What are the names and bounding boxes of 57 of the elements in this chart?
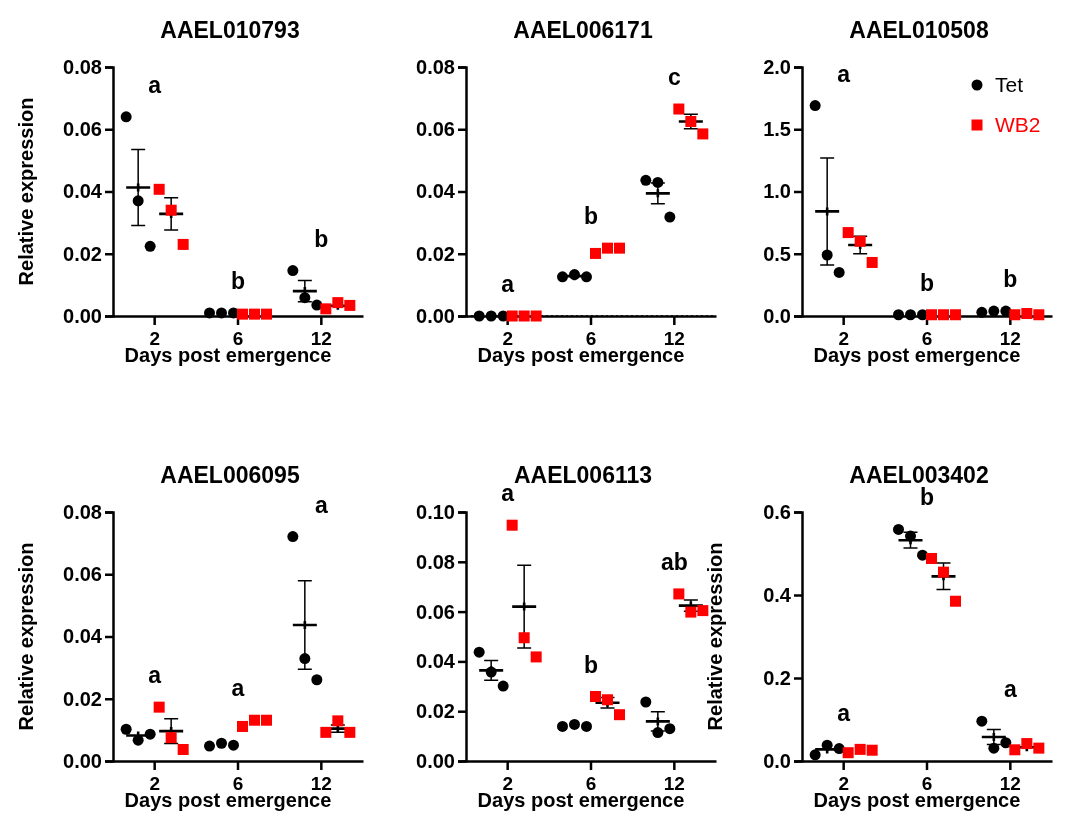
y-tick-label: 0.2 [763,666,791,689]
annotation: ab [660,548,688,575]
annotation: b [919,269,935,296]
y-tick-label: 2.0 [763,55,791,78]
annotation: b [583,651,599,678]
annotation: a [314,491,328,518]
y-tick-label: 0.02 [63,242,102,265]
legend-label: WB2 [995,113,1041,136]
y-tick-label: 0.08 [63,500,102,523]
y-axis-title: Relative expression [15,97,37,286]
annotation: b [1003,266,1018,293]
annotation: c [667,64,681,91]
chart-title: AAEL006095 [160,462,300,488]
annotation: b [314,225,329,252]
y-tick-label: 0.04 [416,180,456,203]
y-tick-label: 0.06 [63,118,102,141]
legend-label: Tet [995,73,1024,96]
y-tick-label: 0.00 [63,304,102,327]
y-tick-label: 0.06 [63,563,102,586]
chart-title: AAEL010793 [160,17,300,43]
y-tick-label: 0.02 [416,700,455,723]
y-tick-label: 0.02 [416,242,455,265]
y-tick-label: 0.00 [416,304,455,327]
y-tick-label: 0.02 [63,687,102,710]
y-tick-label: 0.08 [416,55,455,78]
chart-title: AAEL010508 [849,17,989,43]
y-tick-label: 0.06 [416,118,455,141]
y-tick-label: 0.5 [763,242,791,265]
annotation: a [501,271,515,297]
y-tick-label: 0.04 [63,180,103,203]
annotation: a [231,675,245,702]
y-axis-title: Relative expression [15,542,37,731]
annotation: a [148,662,162,689]
y-tick-label: 0.08 [416,550,455,573]
y-tick-label: 0.04 [416,650,456,673]
annotation: a [837,700,851,727]
text: a [501,480,515,507]
chart-title: AAEL006171 [513,17,653,43]
y-axis-title: Relative expression [704,542,726,731]
annotation: a [837,60,851,87]
y-tick-label: 1.5 [763,118,791,141]
y-tick-label: 0.6 [763,500,791,523]
y-tick-label: 0.0 [763,304,791,327]
annotation: a [148,71,162,98]
y-tick-label: 1.0 [763,180,791,203]
annotation: a [1003,676,1017,703]
y-tick-label: 0.08 [63,55,102,78]
annotation: b [583,203,599,230]
chart-title: AAEL006113 [513,462,653,488]
y-tick-label: 0.04 [63,625,103,648]
y-tick-label: 0.00 [416,749,455,772]
y-tick-label: 0.0 [763,749,791,772]
y-tick-label: 0.4 [763,583,792,606]
y-tick-label: 0.06 [416,600,455,623]
y-tick-label: 0.10 [416,500,455,523]
y-tick-label: 0.00 [63,749,102,772]
annotation: b [230,267,246,294]
